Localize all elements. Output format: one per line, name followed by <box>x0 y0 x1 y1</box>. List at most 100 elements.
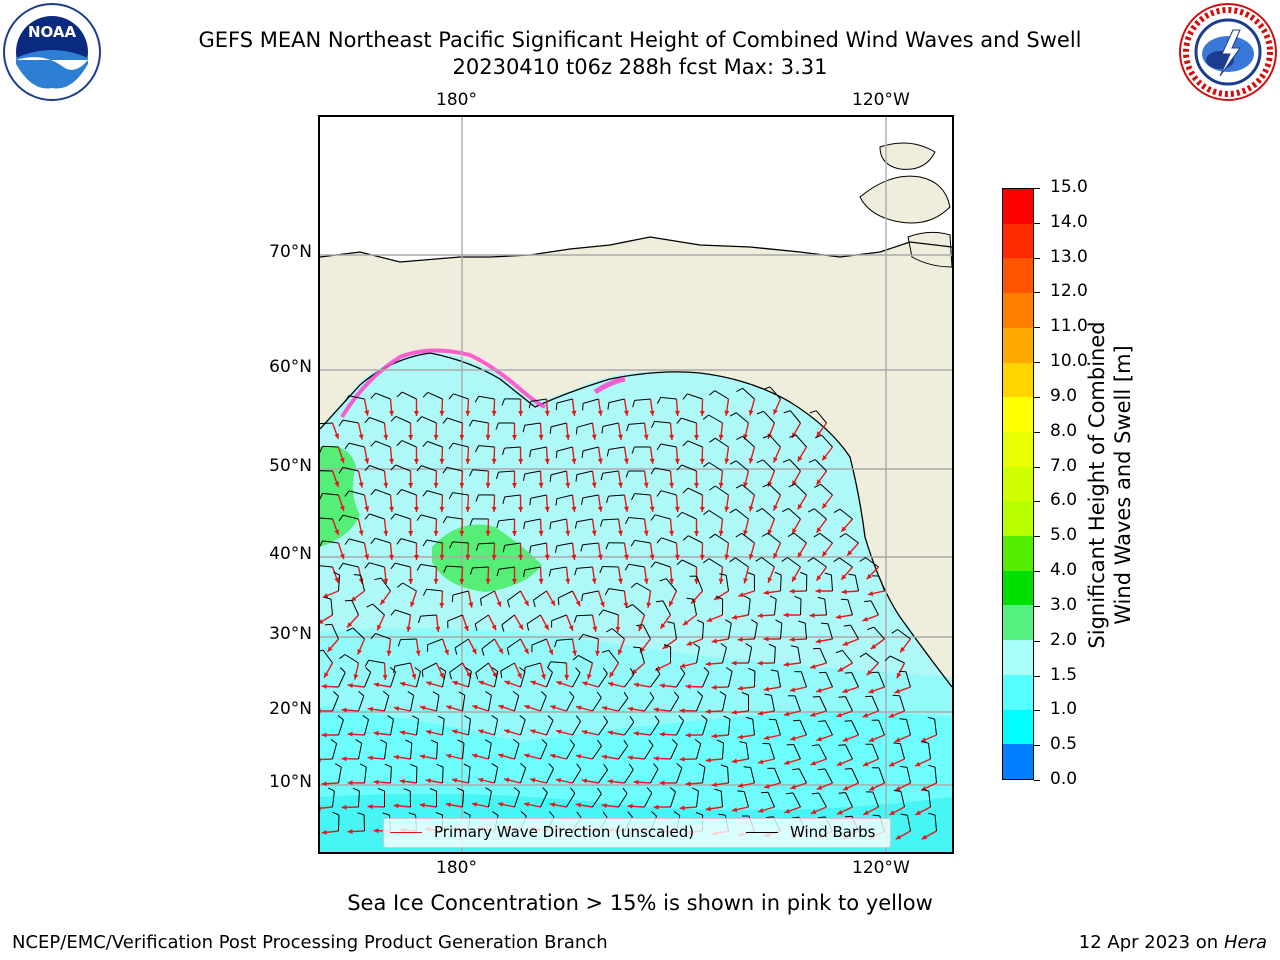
wind-barb-flag <box>475 543 479 551</box>
wave-direction-arrowhead <box>524 704 530 710</box>
wind-barb-shaft <box>384 695 390 712</box>
wind-barb-flag <box>818 720 826 722</box>
colorbar-tick-mark <box>1034 327 1040 329</box>
wind-barb-flag <box>798 620 806 624</box>
wave-direction-arrowhead <box>738 592 744 597</box>
wind-barb-shaft <box>395 415 411 424</box>
wind-barb-shaft <box>824 599 827 616</box>
wind-barb-shaft <box>665 578 677 592</box>
wave-direction-arrowhead <box>571 554 577 560</box>
wave-direction-arrowhead <box>669 434 675 440</box>
wave-direction-arrowhead <box>571 506 577 512</box>
wind-barb-flag <box>416 564 422 571</box>
wave-direction-arrowhead <box>406 626 412 632</box>
wind-barb-shaft <box>628 517 645 520</box>
wave-direction-arrowhead <box>544 458 550 464</box>
wind-barb-flag <box>669 787 676 793</box>
wind-barb-flag <box>602 667 608 674</box>
wind-barb-flag <box>555 498 558 506</box>
wind-barb-flag <box>370 537 376 545</box>
colorbar-cell <box>1003 744 1033 779</box>
wind-barb-shaft <box>524 422 541 426</box>
colorbar-cell <box>1003 536 1033 571</box>
wind-barb-flag <box>745 643 752 648</box>
wave-direction-arrowhead <box>373 682 380 688</box>
colorbar-tick-mark <box>1034 431 1040 433</box>
wind-barb-shaft <box>507 638 521 649</box>
wind-barb-shaft <box>390 719 394 736</box>
colorbar-ticks: 15.0 14.0 13.0 12.0 11.0 10.0 9.0 8.0 7.0 6.0 5.0 4… <box>1034 177 1114 789</box>
wind-barb-flag <box>719 691 727 696</box>
wave-direction-arrowhead <box>393 803 399 809</box>
arctic-island-2 <box>879 142 936 170</box>
wind-barb-shaft <box>474 614 489 625</box>
wind-barb-shaft <box>427 440 443 448</box>
wave-direction-arrowhead <box>836 712 842 718</box>
wind-barb-shaft <box>632 604 645 616</box>
wave-direction-arrowhead <box>669 578 675 584</box>
wind-barb-flag <box>581 497 584 505</box>
wind-barb-flag <box>580 544 584 552</box>
wind-barb-shaft <box>322 540 339 544</box>
wind-barb-shaft <box>767 792 775 808</box>
wind-barb-flag <box>697 691 703 697</box>
wave-direction-arrowhead <box>465 458 471 464</box>
wave-direction-arrowhead <box>900 647 906 653</box>
wave-direction-arrowhead <box>341 756 347 762</box>
colorbar-cell <box>1003 605 1033 641</box>
wind-barb-flag <box>339 654 346 660</box>
wave-direction-arrowhead <box>597 506 603 512</box>
wind-barb-flag <box>843 624 851 627</box>
wind-barb-shaft <box>446 516 463 520</box>
wind-barb-shaft <box>928 791 931 808</box>
wind-barb-flag <box>692 787 699 792</box>
wind-barb-flag <box>541 739 548 745</box>
wave-direction-arrowhead <box>659 780 665 786</box>
colorbar-tick-label: 7.0 <box>1050 455 1078 476</box>
footer-date: 12 Apr 2023 on <box>1078 932 1219 953</box>
wind-barb-shaft <box>608 494 625 497</box>
wind-barb-flag <box>581 594 584 602</box>
wind-barb-shaft <box>582 542 599 546</box>
wind-barb-shaft <box>401 391 417 400</box>
wind-barb-flag <box>656 397 662 404</box>
wave-direction-arrowhead <box>572 650 577 656</box>
wind-barb-flag <box>680 667 686 674</box>
wave-direction-arrowhead <box>915 810 921 815</box>
wind-barb-shaft <box>550 661 567 664</box>
wave-direction-arrowhead <box>439 410 445 416</box>
colorbar-cell <box>1003 640 1033 675</box>
wind-barb-shaft <box>762 459 775 472</box>
wind-barb-shaft <box>618 793 628 808</box>
wind-barb-shaft <box>401 440 417 448</box>
wave-direction-arrowhead <box>321 781 327 787</box>
wind-barb-shaft <box>598 673 608 688</box>
wind-barb-shaft <box>741 532 755 544</box>
wave-direction-arrowhead <box>575 802 581 808</box>
wind-barb-shaft <box>608 649 619 664</box>
wind-barb-flag <box>448 442 454 450</box>
wave-direction-arrowhead <box>789 687 796 693</box>
wave-direction-arrowhead <box>659 683 665 689</box>
wind-barb-shaft <box>488 695 492 712</box>
wave-direction-arrowhead <box>367 755 373 761</box>
wave-direction-arrowhead <box>433 482 439 488</box>
wind-barb-flag <box>408 812 416 816</box>
wind-barb-flag <box>817 596 825 600</box>
wind-barb-shaft <box>618 745 629 760</box>
wind-barb-shaft <box>530 494 547 499</box>
wind-barb-shaft <box>660 443 677 448</box>
colorbar-tick-mark <box>1034 188 1040 189</box>
wind-barb-flag <box>715 596 723 600</box>
wave-direction-arrowhead <box>895 834 902 840</box>
wave-direction-arrowhead <box>669 530 675 536</box>
wave-direction-arrowhead <box>518 459 524 464</box>
wave-direction-arrowhead <box>674 554 680 560</box>
wind-barb-shaft <box>793 532 807 544</box>
wind-barb-shaft <box>582 446 599 452</box>
wave-direction-arrowhead <box>408 435 414 440</box>
wind-barb-shaft <box>644 697 655 712</box>
wind-barb-flag <box>555 545 558 553</box>
wind-barb-flag <box>626 604 633 609</box>
wind-barb-flag <box>815 434 822 439</box>
